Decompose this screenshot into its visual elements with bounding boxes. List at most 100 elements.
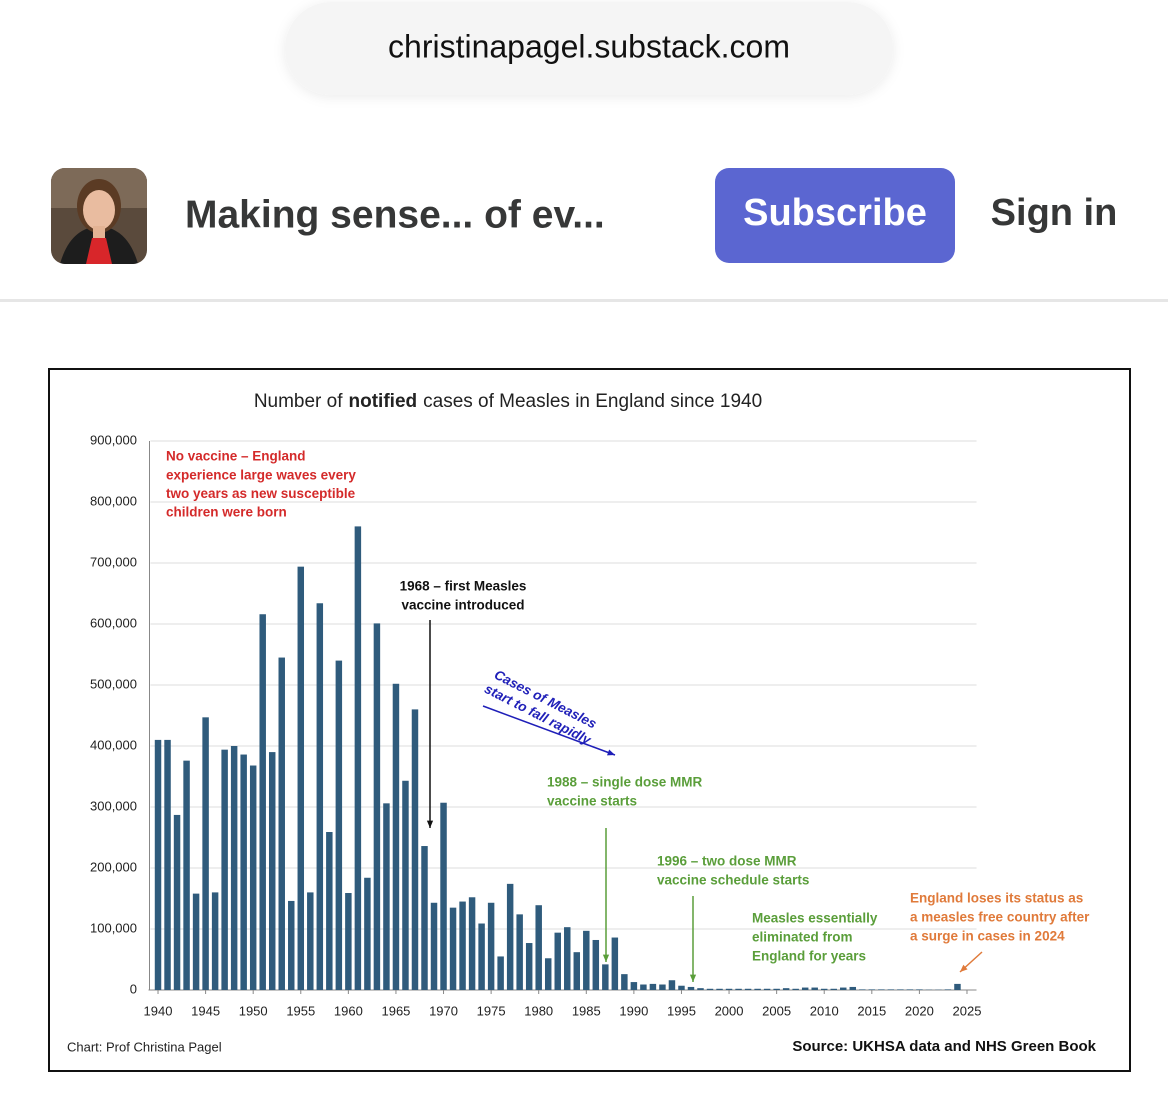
bar — [602, 964, 609, 990]
x-tick-label: 1995 — [667, 1003, 696, 1018]
bar — [192, 893, 200, 990]
bar — [792, 988, 799, 990]
chart-credit: Chart: Prof Christina Pagel — [67, 1039, 222, 1054]
annotation-line: a surge in cases in 2024 — [910, 929, 1065, 944]
bar — [278, 657, 285, 990]
bar — [830, 988, 837, 990]
bar — [249, 765, 257, 990]
bar — [564, 927, 571, 990]
bar — [554, 932, 561, 990]
bar — [916, 989, 923, 990]
bar — [906, 989, 914, 990]
title-part: cases of Measles in England since 1940 — [423, 391, 762, 412]
bar — [354, 526, 362, 990]
bar — [544, 958, 552, 990]
x-tick-label: 1950 — [239, 1003, 268, 1018]
bar — [678, 985, 685, 990]
annotation-line: eliminated from — [752, 930, 853, 945]
bar — [297, 566, 305, 990]
bar — [630, 982, 638, 990]
y-tick-label: 500,000 — [90, 676, 137, 691]
bar — [649, 983, 657, 990]
annotation-line: No vaccine – England — [166, 449, 306, 464]
bar — [335, 660, 343, 990]
bar — [497, 956, 504, 990]
bar — [782, 988, 790, 990]
bar — [487, 902, 495, 990]
bar — [716, 988, 723, 990]
bar — [859, 989, 866, 990]
bar — [687, 986, 695, 990]
url-bar[interactable] — [285, 2, 893, 95]
bar — [183, 760, 190, 990]
bar — [326, 832, 333, 990]
bar — [316, 603, 324, 990]
bar — [364, 877, 371, 990]
annotation: 1996 – two dose MMR vaccine schedule star… — [657, 854, 809, 888]
chart-title: Number of notified cases of Measles in Eng… — [254, 391, 762, 412]
bar — [154, 739, 162, 990]
annotation-arrow — [482, 705, 616, 756]
annotation-line: vaccine schedule starts — [657, 873, 809, 888]
bar — [535, 905, 542, 990]
x-tick-label: 1940 — [144, 1003, 173, 1018]
bar — [449, 907, 457, 990]
bar — [221, 749, 228, 990]
y-tick-label: 400,000 — [90, 737, 137, 752]
bar — [887, 989, 895, 990]
bar — [583, 930, 590, 990]
bar — [478, 923, 485, 990]
bar — [288, 900, 295, 990]
y-tick-label: 900,000 — [90, 432, 137, 447]
x-tick-label: 1975 — [477, 1003, 506, 1018]
bar — [820, 988, 828, 990]
sign-in[interactable]: Sign in — [991, 192, 1118, 234]
bar — [230, 746, 238, 990]
bar — [202, 717, 209, 990]
title-part: Number of — [254, 391, 343, 412]
x-tick-label: 2020 — [905, 1003, 934, 1018]
annotation: 1968 – first Measles vaccine introduced — [400, 579, 527, 613]
bar — [954, 983, 961, 990]
bar — [402, 780, 409, 990]
avatar[interactable] — [51, 168, 147, 264]
annotation-line: a measles free country after — [910, 910, 1090, 925]
x-tick-label: 1985 — [572, 1003, 601, 1018]
bar — [468, 897, 476, 990]
y-tick-label: 700,000 — [90, 554, 137, 569]
subscribe-button[interactable] — [715, 168, 955, 263]
publication-name[interactable]: Making sense... of ev... — [185, 193, 605, 236]
bar — [697, 988, 704, 990]
bar — [754, 988, 761, 990]
bar — [735, 988, 742, 990]
bar — [611, 937, 619, 990]
arrow-head — [960, 964, 968, 972]
bar — [173, 814, 181, 990]
arrow-head — [607, 749, 615, 756]
annotation: England loses its status as a measles fre… — [910, 891, 1090, 944]
annotation-line: Measles essentially — [752, 911, 878, 926]
url: christinapagel.substack.com — [388, 28, 790, 64]
y-tick-label: 100,000 — [90, 920, 137, 935]
x-tick-label: 1960 — [334, 1003, 363, 1018]
bar — [944, 989, 952, 990]
annotation-line: experience large waves every — [166, 467, 356, 482]
bar — [773, 988, 780, 990]
bar — [516, 914, 523, 990]
bar — [763, 988, 771, 990]
x-tick-label: 1970 — [429, 1003, 458, 1018]
chart-source: Source: UKHSA data and NHS Green Book — [792, 1038, 1096, 1055]
bar — [621, 974, 628, 990]
bar — [459, 901, 466, 990]
y-tick-label: 600,000 — [90, 615, 137, 630]
bar — [392, 683, 400, 990]
annotation-line: 1988 – single dose MMR — [547, 775, 703, 790]
bar — [868, 989, 876, 990]
bar — [801, 987, 809, 990]
annotation-line: children were born — [166, 505, 287, 520]
bar — [811, 987, 818, 990]
x-tick-label: 2025 — [953, 1003, 982, 1018]
bar — [259, 614, 266, 990]
x-tick-label: 1965 — [381, 1003, 410, 1018]
bar — [706, 988, 714, 990]
